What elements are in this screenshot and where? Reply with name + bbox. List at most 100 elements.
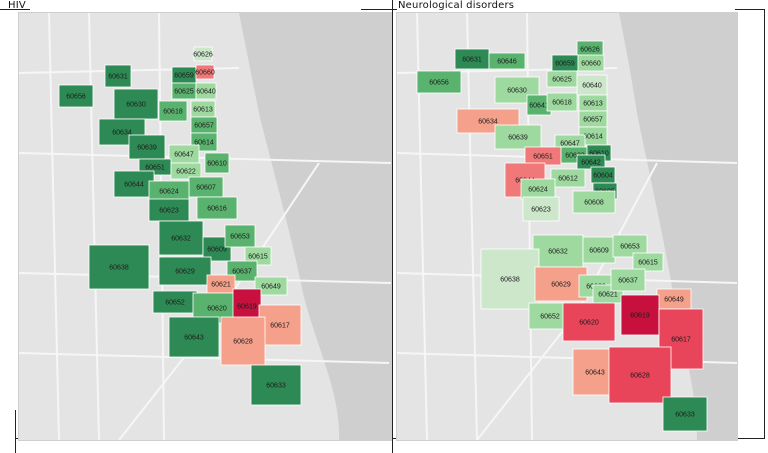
- zip-region-60617[interactable]: [258, 304, 302, 346]
- zip-label-60628: 60628: [630, 373, 650, 380]
- zip-region-60616[interactable]: [196, 196, 238, 220]
- zip-label-60626: 60626: [193, 52, 213, 59]
- zip-region-60612[interactable]: [550, 168, 586, 188]
- zip-region-60626[interactable]: [193, 46, 213, 62]
- zip-label-60622: 60622: [176, 169, 196, 176]
- zip-region-60646[interactable]: [488, 52, 526, 70]
- zip-label-60615: 60615: [248, 254, 268, 261]
- zip-label-60657: 60657: [194, 123, 214, 130]
- zip-label-60607: 60607: [196, 185, 216, 192]
- zip-region-60638[interactable]: [88, 244, 150, 290]
- zip-label-60641: 60641: [529, 103, 549, 110]
- zip-region-60632[interactable]: [158, 220, 204, 256]
- zip-region-60660[interactable]: [577, 54, 605, 72]
- frame-top-middle: [361, 9, 397, 10]
- zip-region-60644[interactable]: [113, 170, 155, 198]
- frame-top-left: [0, 9, 30, 10]
- zip-region-60628[interactable]: [220, 316, 266, 366]
- zip-region-60623[interactable]: [522, 196, 560, 222]
- zip-region-60610[interactable]: [204, 152, 230, 174]
- zip-label-60612: 60612: [558, 176, 578, 183]
- zip-label-60659: 60659: [174, 73, 194, 80]
- zip-label-60629: 60629: [551, 282, 571, 289]
- zip-label-60619: 60619: [237, 304, 257, 311]
- zip-label-60616: 60616: [207, 206, 227, 213]
- zip-label-60608: 60608: [584, 200, 604, 207]
- frame-right: [764, 9, 765, 439]
- hiv-map[interactable]: 60626 60631 60659 60660 60656 60625 60640 60630…: [18, 12, 392, 441]
- zip-region-60608[interactable]: [572, 190, 616, 214]
- zip-label-60617: 60617: [671, 337, 691, 344]
- zip-label-60609: 60609: [207, 247, 227, 254]
- frame-top-right: [735, 9, 765, 10]
- zip-region-60631[interactable]: [104, 64, 132, 88]
- zip-region-60653[interactable]: [612, 234, 648, 258]
- zip-label-60632: 60632: [171, 236, 191, 243]
- zip-label-60639: 60639: [508, 135, 528, 142]
- zip-region-60649[interactable]: [254, 276, 288, 296]
- zip-label-60652: 60652: [540, 314, 560, 321]
- zip-label-60625: 60625: [552, 77, 572, 84]
- zip-region-60653[interactable]: [224, 224, 256, 248]
- zip-label-60656: 60656: [66, 94, 86, 101]
- neuro-map[interactable]: 60626 60631 60646 60659 60660 60656 60625 60630…: [396, 12, 738, 441]
- zip-label-60624: 60624: [159, 189, 179, 196]
- zip-region-60637[interactable]: [610, 268, 646, 292]
- zip-label-60638: 60638: [500, 277, 520, 284]
- zip-label-60618: 60618: [552, 100, 572, 107]
- zip-label-60660: 60660: [581, 61, 601, 68]
- zip-region-60615[interactable]: [244, 246, 272, 266]
- zip-region-60660[interactable]: [195, 64, 215, 80]
- zip-label-60631: 60631: [462, 57, 482, 64]
- zip-region-60622[interactable]: [170, 162, 202, 180]
- zip-label-60633: 60633: [266, 383, 286, 390]
- zip-label-60626: 60626: [580, 47, 600, 54]
- zip-layer: 60626 60631 60646 60659 60660 60656 60625 60630…: [416, 40, 708, 432]
- zip-label-60644: 60644: [124, 182, 144, 189]
- zip-label-60656: 60656: [429, 80, 449, 87]
- zip-region-60638[interactable]: [480, 248, 540, 310]
- lake-michigan: [239, 13, 391, 440]
- zip-label-60631: 60631: [108, 74, 128, 81]
- zip-label-60657: 60657: [583, 117, 603, 124]
- zip-region-60639[interactable]: [494, 124, 542, 150]
- zip-label-60610: 60610: [589, 151, 609, 158]
- zip-label-60634: 60634: [112, 130, 132, 137]
- zip-label-60653: 60653: [230, 234, 250, 241]
- zip-label-60622: 60622: [565, 153, 585, 160]
- zip-region-60620[interactable]: [562, 302, 616, 342]
- zip-region-60633[interactable]: [662, 396, 708, 432]
- zip-region-60629[interactable]: [534, 266, 588, 302]
- zip-region-60633[interactable]: [250, 364, 302, 406]
- panel-title-hiv: HIV: [8, 0, 26, 11]
- zip-label-60625: 60625: [174, 89, 194, 96]
- neuro-map-canvas: 60626 60631 60646 60659 60660 60656 60625 60630…: [397, 13, 737, 440]
- zip-label-60620: 60620: [207, 306, 227, 313]
- zip-region-60640[interactable]: [195, 82, 217, 100]
- panel-title-neurological: Neurological disorders: [398, 0, 515, 11]
- zip-label-60640: 60640: [196, 89, 216, 96]
- zip-label-60651: 60651: [533, 154, 553, 161]
- zip-label-60637: 60637: [232, 269, 252, 276]
- zip-region-60656[interactable]: [416, 70, 462, 94]
- zip-label-60620: 60620: [579, 320, 599, 327]
- zip-label-60653: 60653: [620, 244, 640, 251]
- zip-label-60632: 60632: [548, 249, 568, 256]
- zip-region-60615[interactable]: [632, 252, 664, 272]
- zip-label-60640: 60640: [582, 83, 602, 90]
- zip-label-60649: 60649: [261, 284, 281, 291]
- zip-label-60613: 60613: [583, 101, 603, 108]
- zip-label-60647: 60647: [560, 141, 580, 148]
- zip-region-60628[interactable]: [608, 346, 672, 404]
- zip-label-60659: 60659: [555, 61, 575, 68]
- zip-region-60643[interactable]: [168, 316, 220, 358]
- zip-label-60638: 60638: [109, 265, 129, 272]
- zip-region-60656[interactable]: [58, 84, 94, 108]
- zip-label-60609: 60609: [589, 248, 609, 255]
- zip-region-60629[interactable]: [158, 256, 212, 286]
- zip-region-60618[interactable]: [546, 92, 578, 112]
- zip-region-60618[interactable]: [158, 100, 188, 122]
- zip-region-60619[interactable]: [620, 294, 660, 336]
- zip-label-60610: 60610: [207, 161, 227, 168]
- zip-label-60630: 60630: [126, 102, 146, 109]
